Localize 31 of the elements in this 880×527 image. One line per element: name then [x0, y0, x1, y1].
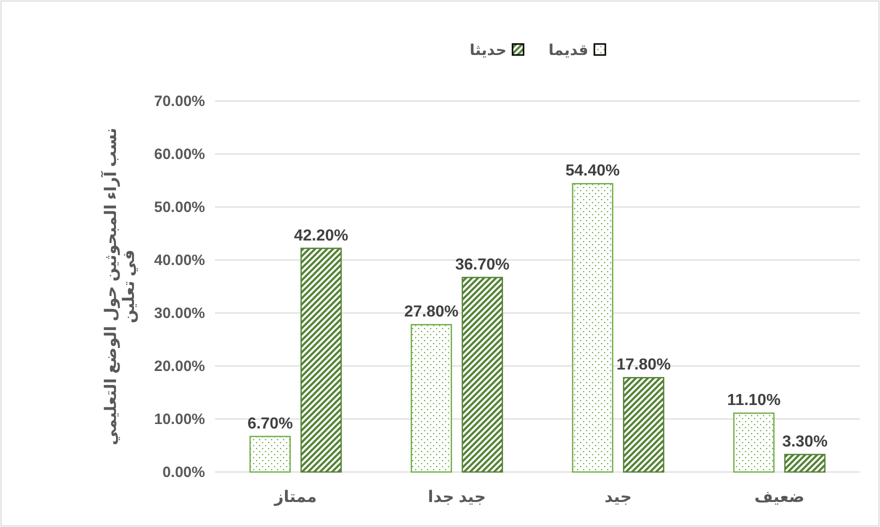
text: 6.70%	[247, 415, 293, 432]
x-tick-label: ضعيف	[754, 489, 804, 506]
bar	[300, 248, 342, 473]
text: 36.70%	[455, 256, 510, 274]
legend-label: قديما	[548, 42, 588, 59]
y-tick-label: 10.00%	[154, 411, 205, 428]
y-tick-label: 20.00%	[154, 358, 205, 375]
text: 11.10%	[727, 392, 781, 410]
text: 42.20%	[294, 227, 348, 244]
text: 27.80%	[404, 304, 459, 321]
bar	[249, 436, 291, 473]
bar	[462, 276, 504, 473]
y-tick-label: 40.00%	[154, 252, 205, 269]
bar	[733, 412, 775, 473]
x-tick-label: ممتاز	[273, 489, 317, 506]
bar	[572, 183, 614, 473]
y-tick-label: 70.00%	[154, 93, 205, 110]
bar	[622, 377, 664, 473]
bar	[784, 454, 826, 473]
x-tick-label: جيد	[604, 489, 632, 506]
y-tick-label: 60.00%	[154, 146, 205, 163]
y-tick-label: 0.00%	[162, 464, 205, 481]
legend-label: حديثا	[470, 42, 507, 59]
text: 54.40%	[565, 162, 620, 180]
y-tick-label: 50.00%	[154, 199, 205, 216]
text: 17.80%	[616, 356, 671, 374]
x-tick-label: جيد جدا	[428, 489, 486, 506]
y-axis-title: نسب آراء المبحوثين حول الوضع التعليمي في تعلين	[100, 128, 138, 446]
y-tick-label: 30.00%	[154, 305, 205, 322]
bar	[410, 324, 452, 473]
text: 3.30%	[782, 434, 828, 451]
